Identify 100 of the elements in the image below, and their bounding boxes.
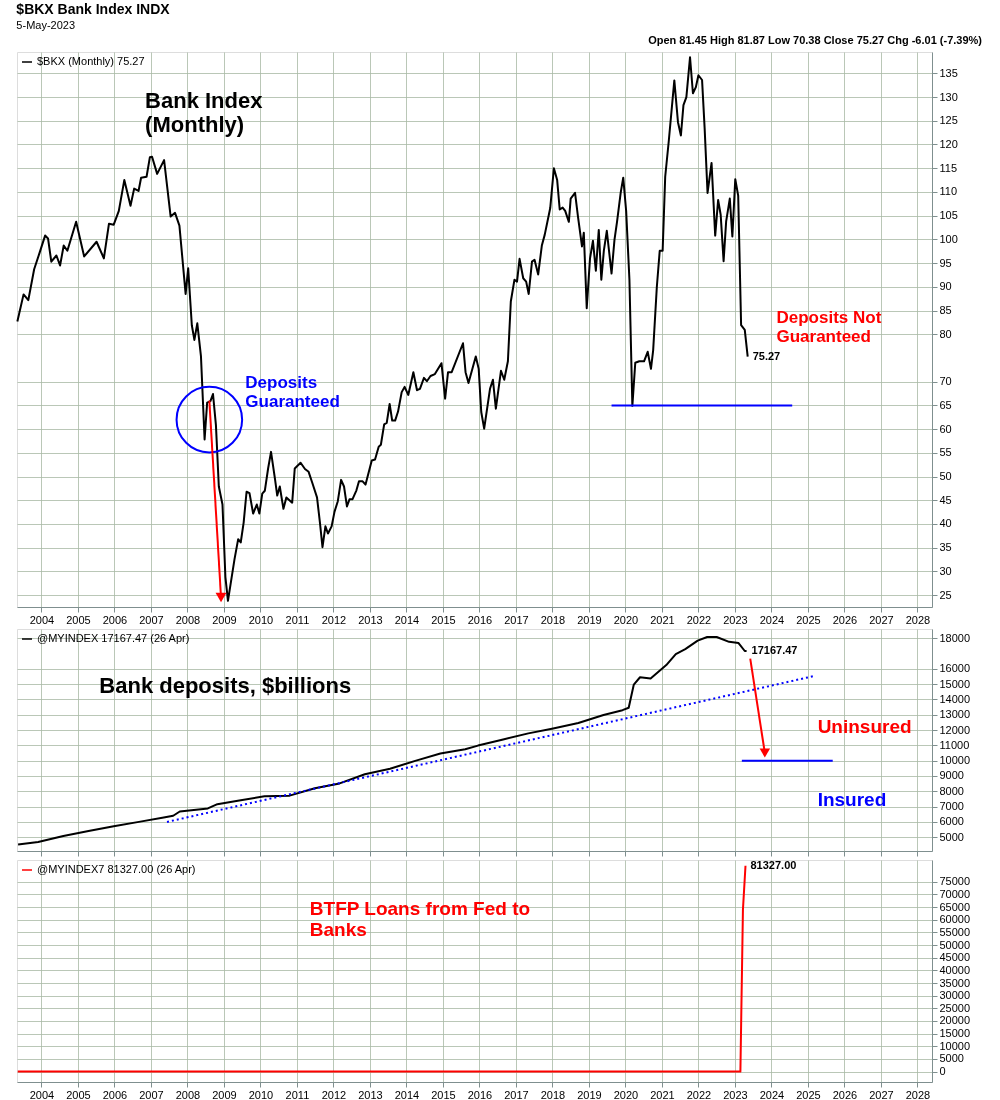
y-tick-label: 45 bbox=[939, 493, 952, 506]
legend-label: $BKX (Monthly) 75.27 bbox=[37, 55, 145, 67]
x-tick-label: 2014 bbox=[394, 613, 420, 626]
y-tick-label: 50000 bbox=[939, 938, 971, 951]
y-tick-label: 35000 bbox=[939, 976, 971, 989]
y-tick-label: 65000 bbox=[939, 900, 971, 913]
y-tick-label: 125 bbox=[939, 114, 958, 127]
y-tick-label: 130 bbox=[939, 90, 958, 103]
y-tick-label: 70 bbox=[939, 375, 952, 388]
x-tick-label: 2006 bbox=[102, 613, 128, 626]
x-tick-label: 2017 bbox=[504, 1088, 529, 1100]
y-tick-label: 20000 bbox=[939, 1014, 971, 1027]
x-tick-label: 2027 bbox=[869, 1088, 894, 1100]
chart-subtitle: 5-May-2023 bbox=[16, 19, 76, 31]
x-tick-label: 2007 bbox=[139, 613, 164, 626]
y-tick-label: 30000 bbox=[939, 989, 971, 1002]
line-series bbox=[16, 56, 749, 602]
x-tick-label: 2025 bbox=[796, 613, 821, 626]
x-tick-label: 2028 bbox=[905, 1088, 931, 1100]
x-tick-label: 2012 bbox=[321, 613, 347, 626]
y-tick-label: 75000 bbox=[939, 875, 971, 888]
y-tick-label: 25 bbox=[939, 588, 952, 601]
x-tick-label: 2011 bbox=[285, 613, 310, 626]
legend-label: @MYINDEX 17167.47 (26 Apr) bbox=[37, 632, 190, 644]
x-tick-label: 2004 bbox=[29, 613, 55, 626]
data-label: 17167.47 bbox=[751, 643, 798, 656]
y-tick-label: 5000 bbox=[939, 830, 964, 843]
y-tick-label: 70000 bbox=[939, 887, 971, 900]
x-tick-label: 2013 bbox=[358, 613, 383, 626]
annotation: Insured bbox=[817, 789, 887, 811]
annotation: Bank deposits, $billions bbox=[99, 672, 352, 698]
annotation: BTFP Loans from Fed to Banks bbox=[309, 897, 531, 940]
y-tick-label: 16000 bbox=[939, 662, 971, 675]
y-tick-label: 12000 bbox=[939, 723, 971, 736]
y-tick-label: 50 bbox=[939, 470, 952, 483]
y-tick-label: 105 bbox=[939, 209, 958, 222]
y-tick-label: 40 bbox=[939, 517, 952, 530]
y-tick-label: 15000 bbox=[939, 1027, 971, 1040]
x-tick-label: 2022 bbox=[686, 613, 712, 626]
x-tick-label: 2005 bbox=[66, 1088, 91, 1100]
y-tick-label: 35 bbox=[939, 541, 952, 554]
data-label: 81327.00 bbox=[750, 858, 797, 871]
y-tick-label: 60000 bbox=[939, 913, 971, 926]
y-tick-label: 18000 bbox=[939, 631, 971, 644]
y-tick-label: 55 bbox=[939, 446, 952, 459]
x-tick-label: 2009 bbox=[212, 613, 237, 626]
y-tick-label: 5000 bbox=[939, 1052, 964, 1065]
y-tick-label: 40000 bbox=[939, 963, 971, 976]
x-tick-label: 2021 bbox=[650, 1088, 675, 1100]
y-tick-label: 55000 bbox=[939, 925, 971, 938]
x-tick-label: 2018 bbox=[540, 1088, 566, 1100]
y-tick-label: 9000 bbox=[939, 769, 964, 782]
y-tick-label: 120 bbox=[939, 138, 958, 150]
x-tick-label: 2020 bbox=[613, 613, 639, 626]
y-tick-label: 65 bbox=[939, 398, 952, 411]
annotation: Bank Index (Monthly) bbox=[145, 87, 264, 137]
x-tick-label: 2026 bbox=[832, 613, 858, 626]
y-tick-label: 90 bbox=[939, 280, 952, 293]
y-tick-label: 11000 bbox=[939, 738, 970, 751]
y-tick-label: 15000 bbox=[939, 677, 971, 690]
x-tick-label: 2023 bbox=[723, 613, 748, 626]
y-tick-label: 10000 bbox=[939, 754, 971, 767]
y-tick-label: 6000 bbox=[939, 815, 964, 828]
y-tick-label: 115 bbox=[939, 161, 958, 174]
line-series bbox=[17, 635, 748, 846]
x-tick-label: 2017 bbox=[504, 613, 529, 626]
x-tick-label: 2010 bbox=[248, 1088, 274, 1100]
x-tick-label: 2027 bbox=[869, 613, 894, 626]
y-tick-label: 10000 bbox=[939, 1039, 971, 1052]
x-tick-label: 2012 bbox=[321, 1088, 347, 1100]
annotation: Deposits Guaranteed bbox=[245, 372, 340, 411]
x-tick-label: 2015 bbox=[431, 613, 456, 626]
y-tick-label: 30 bbox=[939, 564, 952, 577]
x-tick-label: 2007 bbox=[139, 1088, 164, 1100]
x-tick-label: 2016 bbox=[467, 1088, 493, 1100]
x-tick-label: 2006 bbox=[102, 1088, 128, 1100]
y-tick-label: 80 bbox=[939, 327, 952, 340]
x-tick-label: 2008 bbox=[175, 1088, 201, 1100]
x-tick-label: 2008 bbox=[175, 613, 201, 626]
y-tick-label: 100 bbox=[939, 232, 958, 245]
x-tick-label: 2021 bbox=[650, 613, 675, 626]
x-tick-label: 2013 bbox=[358, 1088, 383, 1100]
legend-label: @MYINDEX7 81327.00 (26 Apr) bbox=[37, 863, 196, 875]
x-tick-label: 2028 bbox=[905, 613, 931, 626]
y-tick-label: 25000 bbox=[939, 1001, 971, 1014]
y-tick-label: 60 bbox=[939, 422, 952, 435]
x-tick-label: 2026 bbox=[832, 1088, 858, 1100]
y-tick-label: 13000 bbox=[939, 708, 971, 721]
x-tick-label: 2010 bbox=[248, 613, 274, 626]
x-tick-label: 2025 bbox=[796, 1088, 821, 1100]
text: Open 81.45 High 81.87 Low 70.38 Close 75.27 Chg -6.01 (-7.39%) bbox=[648, 34, 983, 46]
y-tick-label: 135 bbox=[939, 66, 958, 79]
chart-title: $BKX Bank Index INDX bbox=[16, 1, 171, 17]
x-tick-label: 2009 bbox=[212, 1088, 237, 1100]
x-tick-label: 2020 bbox=[613, 1088, 639, 1100]
x-tick-label: 2015 bbox=[431, 1088, 456, 1100]
x-tick-label: 2023 bbox=[723, 1088, 748, 1100]
x-tick-label: 2004 bbox=[29, 1088, 55, 1100]
x-tick-label: 2024 bbox=[759, 613, 785, 626]
x-tick-label: 2022 bbox=[686, 1088, 712, 1100]
